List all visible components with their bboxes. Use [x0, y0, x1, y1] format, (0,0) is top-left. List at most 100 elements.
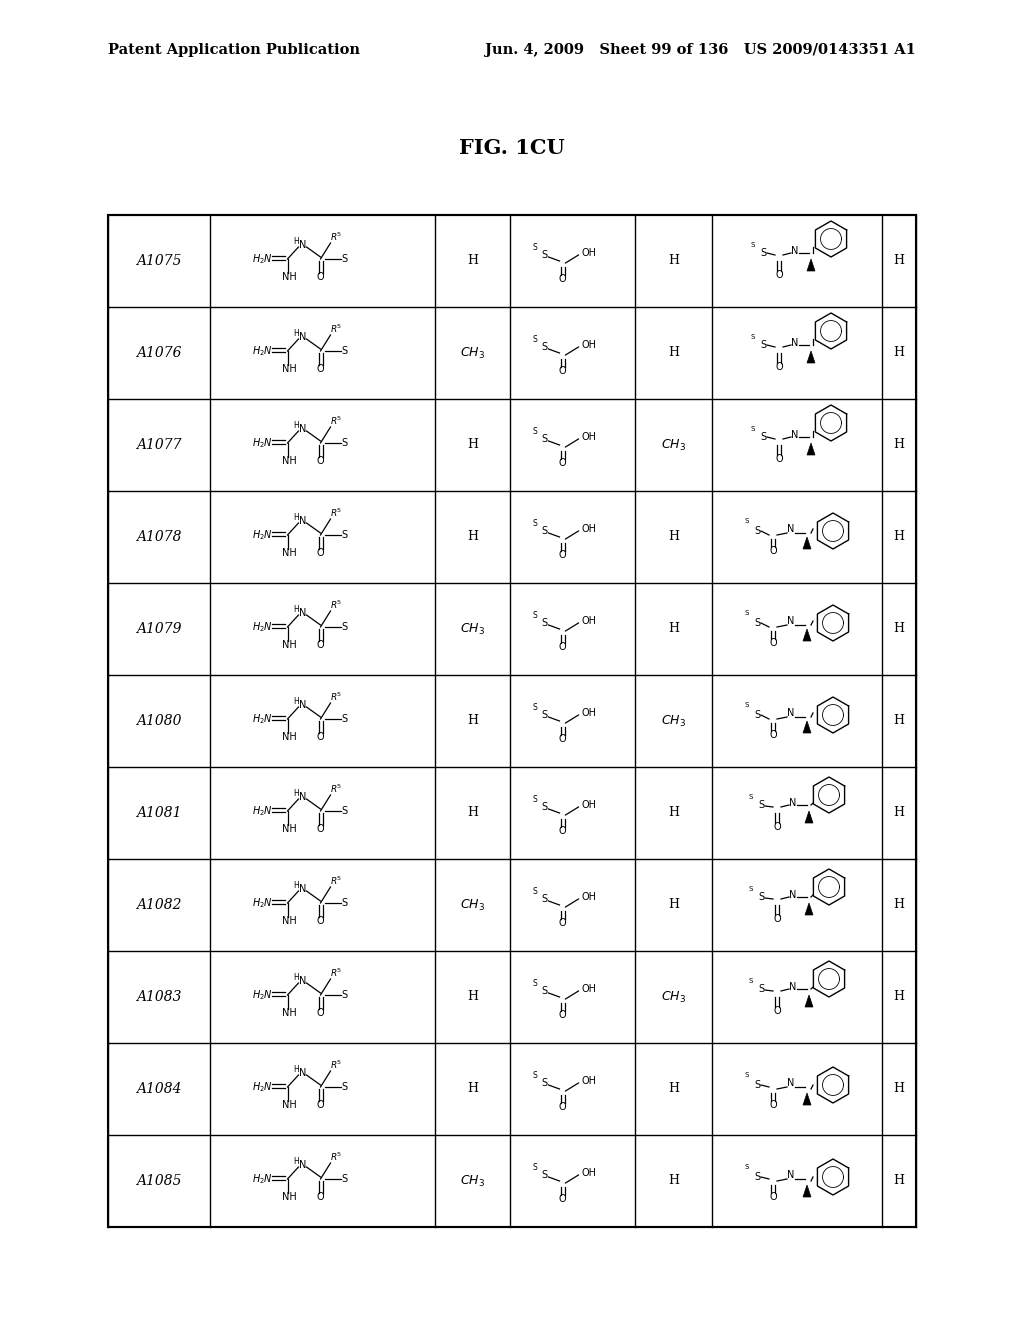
Text: S: S [744, 1164, 750, 1170]
Text: O: O [316, 1192, 325, 1203]
Text: $H_2N$: $H_2N$ [252, 528, 273, 543]
Text: S: S [341, 1173, 347, 1184]
Text: S: S [341, 1082, 347, 1092]
Text: H: H [467, 714, 478, 727]
Text: H: H [467, 531, 478, 544]
Text: S: S [341, 807, 347, 816]
Polygon shape [807, 351, 815, 363]
Text: O: O [769, 546, 777, 556]
Text: $H_2N$: $H_2N$ [252, 436, 273, 450]
Text: H: H [894, 990, 904, 1003]
Text: S: S [744, 517, 750, 524]
Text: H: H [894, 899, 904, 912]
Text: O: O [316, 640, 325, 649]
Text: H: H [668, 899, 679, 912]
Text: OH: OH [581, 248, 596, 257]
Text: S: S [542, 1170, 548, 1180]
Text: NH: NH [283, 272, 297, 282]
Polygon shape [803, 1185, 811, 1197]
Text: S: S [749, 795, 754, 800]
Text: $CH_3$: $CH_3$ [460, 346, 485, 360]
Polygon shape [805, 903, 813, 915]
Text: H: H [894, 714, 904, 727]
Text: N: N [299, 792, 306, 803]
Text: H: H [294, 788, 299, 797]
Text: H: H [294, 421, 299, 429]
Text: N: N [787, 708, 795, 718]
Text: S: S [532, 1163, 537, 1172]
Text: OH: OH [581, 616, 596, 626]
Text: O: O [559, 917, 566, 928]
Text: H: H [894, 623, 904, 635]
Text: O: O [316, 1008, 325, 1018]
Text: H: H [467, 990, 478, 1003]
Text: O: O [769, 730, 777, 741]
Polygon shape [803, 1093, 811, 1105]
Text: S: S [542, 434, 548, 444]
Text: O: O [316, 364, 325, 374]
Text: H: H [668, 807, 679, 820]
Text: $H_2N$: $H_2N$ [252, 1080, 273, 1094]
Text: OH: OH [581, 524, 596, 535]
Text: N: N [299, 516, 306, 525]
Text: S: S [542, 342, 548, 352]
Text: $H_2N$: $H_2N$ [252, 345, 273, 358]
Text: N: N [792, 430, 799, 440]
Text: $R^5$: $R^5$ [331, 1059, 343, 1072]
Text: O: O [559, 734, 566, 744]
Text: A1082: A1082 [136, 898, 181, 912]
Text: S: S [758, 892, 764, 902]
Text: N: N [299, 240, 306, 249]
Text: S: S [532, 702, 537, 711]
Text: S: S [749, 886, 754, 892]
Text: H: H [294, 605, 299, 614]
Text: N: N [787, 1078, 795, 1088]
Text: S: S [754, 1080, 760, 1090]
Text: N: N [299, 700, 306, 710]
Text: OH: OH [581, 432, 596, 442]
Text: OH: OH [581, 1168, 596, 1177]
Text: O: O [316, 916, 325, 927]
Text: $H_2N$: $H_2N$ [252, 804, 273, 818]
Text: A1075: A1075 [136, 253, 181, 268]
Polygon shape [805, 995, 813, 1007]
Text: O: O [769, 638, 777, 648]
Text: O: O [775, 362, 782, 372]
Text: O: O [316, 733, 325, 742]
Text: N: N [787, 524, 795, 535]
Text: $CH_3$: $CH_3$ [460, 1173, 485, 1188]
Text: N: N [299, 609, 306, 618]
Text: H: H [294, 512, 299, 521]
Text: S: S [744, 702, 750, 708]
Text: FIG. 1CU: FIG. 1CU [459, 139, 565, 158]
Text: Jun. 4, 2009   Sheet 99 of 136   US 2009/0143351 A1: Jun. 4, 2009 Sheet 99 of 136 US 2009/014… [485, 44, 916, 57]
Text: Patent Application Publication: Patent Application Publication [108, 44, 360, 57]
Text: $R^5$: $R^5$ [331, 966, 343, 979]
Text: S: S [341, 990, 347, 1001]
Text: H: H [467, 438, 478, 451]
Text: O: O [316, 548, 325, 558]
Text: S: S [542, 618, 548, 628]
Text: S: S [760, 341, 766, 350]
Text: H: H [894, 1082, 904, 1096]
Polygon shape [803, 630, 811, 642]
Text: NH: NH [283, 916, 297, 927]
Text: $R^5$: $R^5$ [331, 231, 343, 243]
Text: N: N [790, 890, 797, 900]
Text: O: O [559, 366, 566, 376]
Text: OH: OH [581, 892, 596, 902]
Text: S: S [532, 887, 537, 895]
Text: N: N [792, 246, 799, 256]
Text: A1076: A1076 [136, 346, 181, 360]
Text: S: S [758, 800, 764, 810]
Text: $CH_3$: $CH_3$ [662, 990, 686, 1005]
Text: O: O [773, 822, 781, 832]
Text: S: S [749, 978, 754, 983]
Text: S: S [532, 426, 537, 436]
Text: S: S [754, 1172, 760, 1181]
Text: $CH_3$: $CH_3$ [662, 713, 686, 729]
Text: S: S [760, 248, 766, 257]
Text: H: H [294, 329, 299, 338]
Text: S: S [751, 426, 755, 432]
Text: NH: NH [283, 733, 297, 742]
